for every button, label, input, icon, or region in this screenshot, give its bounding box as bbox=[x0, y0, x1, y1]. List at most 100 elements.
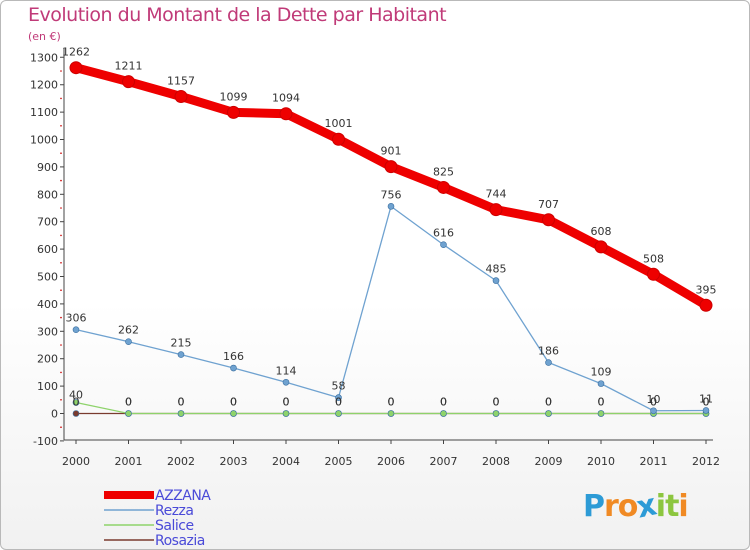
legend-item-label: Rosazia bbox=[155, 533, 205, 549]
series-line-rezza bbox=[75, 205, 707, 412]
y-minor-tick bbox=[60, 316, 62, 319]
data-point bbox=[69, 61, 83, 75]
data-label: 0 bbox=[545, 396, 552, 409]
data-label: 262 bbox=[118, 324, 139, 337]
data-point bbox=[125, 410, 132, 417]
data-point bbox=[282, 378, 290, 386]
data-point bbox=[492, 410, 500, 417]
data-label: 1094 bbox=[272, 92, 300, 105]
data-label: 0 bbox=[440, 396, 447, 409]
data-point bbox=[125, 338, 132, 346]
data-label: 0 bbox=[703, 396, 710, 409]
data-point bbox=[72, 399, 80, 406]
x-tick-label: 2001 bbox=[115, 455, 143, 468]
y-minor-tick bbox=[60, 179, 62, 182]
logo-letter: r bbox=[604, 489, 619, 524]
data-label: 1211 bbox=[115, 60, 143, 73]
data-label: 0 bbox=[283, 396, 290, 409]
data-label: 0 bbox=[335, 396, 342, 409]
y-minor-tick bbox=[60, 371, 62, 374]
data-point bbox=[545, 410, 552, 417]
y-minor-tick bbox=[60, 262, 62, 264]
data-label: 0 bbox=[598, 396, 605, 409]
y-tick-label: 700 bbox=[37, 216, 58, 229]
data-label: 186 bbox=[538, 345, 559, 358]
data-label: 608 bbox=[591, 225, 612, 238]
data-point bbox=[597, 380, 605, 387]
legend-item-label: AZZANA bbox=[155, 488, 211, 504]
chart-unit-label: (en €) bbox=[28, 30, 61, 43]
data-label: 10 bbox=[647, 393, 661, 406]
y-minor-tick bbox=[60, 234, 62, 237]
data-label: 0 bbox=[335, 396, 342, 409]
data-label: 114 bbox=[276, 364, 297, 377]
data-label: 0 bbox=[388, 396, 395, 409]
data-label: 0 bbox=[230, 396, 237, 409]
data-point bbox=[542, 213, 555, 227]
x-tick-label: 2012 bbox=[692, 455, 720, 468]
data-point bbox=[489, 203, 503, 217]
data-point bbox=[437, 180, 450, 194]
x-tick-label: 2006 bbox=[377, 455, 405, 468]
data-label: 0 bbox=[650, 396, 657, 409]
data-point bbox=[227, 105, 240, 119]
x-tick-label: 2002 bbox=[167, 455, 195, 468]
data-label: 0 bbox=[493, 396, 500, 409]
data-label: 0 bbox=[73, 396, 80, 409]
data-label: 215 bbox=[171, 337, 192, 350]
data-label: 0 bbox=[125, 396, 132, 409]
data-point bbox=[174, 89, 188, 103]
data-label: 0 bbox=[178, 396, 185, 409]
data-label: 707 bbox=[538, 198, 559, 211]
data-point bbox=[332, 132, 345, 146]
y-tick-label: -100 bbox=[33, 435, 58, 448]
data-label: 901 bbox=[381, 145, 402, 158]
data-label: 40 bbox=[69, 389, 83, 402]
proxiti-logo: Proxiti bbox=[583, 487, 689, 525]
data-point bbox=[387, 410, 395, 417]
x-tick-label: 2000 bbox=[62, 455, 90, 468]
data-label: 0 bbox=[125, 396, 132, 409]
data-point bbox=[650, 407, 657, 415]
y-minor-tick bbox=[60, 426, 62, 429]
y-tick-label: 1200 bbox=[30, 79, 58, 92]
data-point bbox=[177, 410, 185, 417]
chart-title: Evolution du Montant de la Dette par Hab… bbox=[28, 4, 447, 26]
data-point bbox=[72, 410, 80, 417]
data-label: 1262 bbox=[62, 46, 90, 59]
y-minor-tick bbox=[60, 70, 62, 72]
data-label: 508 bbox=[643, 252, 664, 265]
y-minor-tick bbox=[60, 399, 62, 401]
logo-letter: o bbox=[617, 489, 639, 524]
data-point bbox=[440, 241, 447, 249]
data-point bbox=[597, 410, 605, 417]
y-minor-tick bbox=[60, 289, 62, 292]
data-label: 58 bbox=[332, 380, 346, 393]
data-point bbox=[230, 410, 237, 417]
y-minor-tick bbox=[60, 207, 62, 209]
x-tick-label: 2011 bbox=[640, 455, 668, 468]
y-tick-label: 100 bbox=[37, 380, 58, 393]
data-label: 0 bbox=[388, 396, 395, 409]
data-label: 0 bbox=[230, 396, 237, 409]
data-point bbox=[279, 107, 293, 121]
y-tick-label: 800 bbox=[37, 188, 58, 201]
data-label: 825 bbox=[433, 165, 454, 178]
data-label: 0 bbox=[598, 396, 605, 409]
x-tick-label: 2009 bbox=[535, 455, 563, 468]
data-point bbox=[702, 407, 710, 414]
y-tick-label: 900 bbox=[37, 161, 58, 174]
data-label: 756 bbox=[381, 188, 402, 201]
x-tick-label: 2007 bbox=[430, 455, 458, 468]
data-point bbox=[387, 203, 395, 210]
y-tick-label: 0 bbox=[51, 408, 58, 421]
data-label: 0 bbox=[440, 396, 447, 409]
data-point bbox=[122, 75, 135, 89]
logo-letter: i bbox=[655, 489, 666, 524]
data-point bbox=[647, 267, 660, 281]
y-tick-label: 1300 bbox=[30, 51, 58, 64]
y-tick-label: 600 bbox=[37, 243, 58, 256]
y-tick-label: 400 bbox=[37, 298, 58, 311]
data-point bbox=[72, 326, 80, 333]
